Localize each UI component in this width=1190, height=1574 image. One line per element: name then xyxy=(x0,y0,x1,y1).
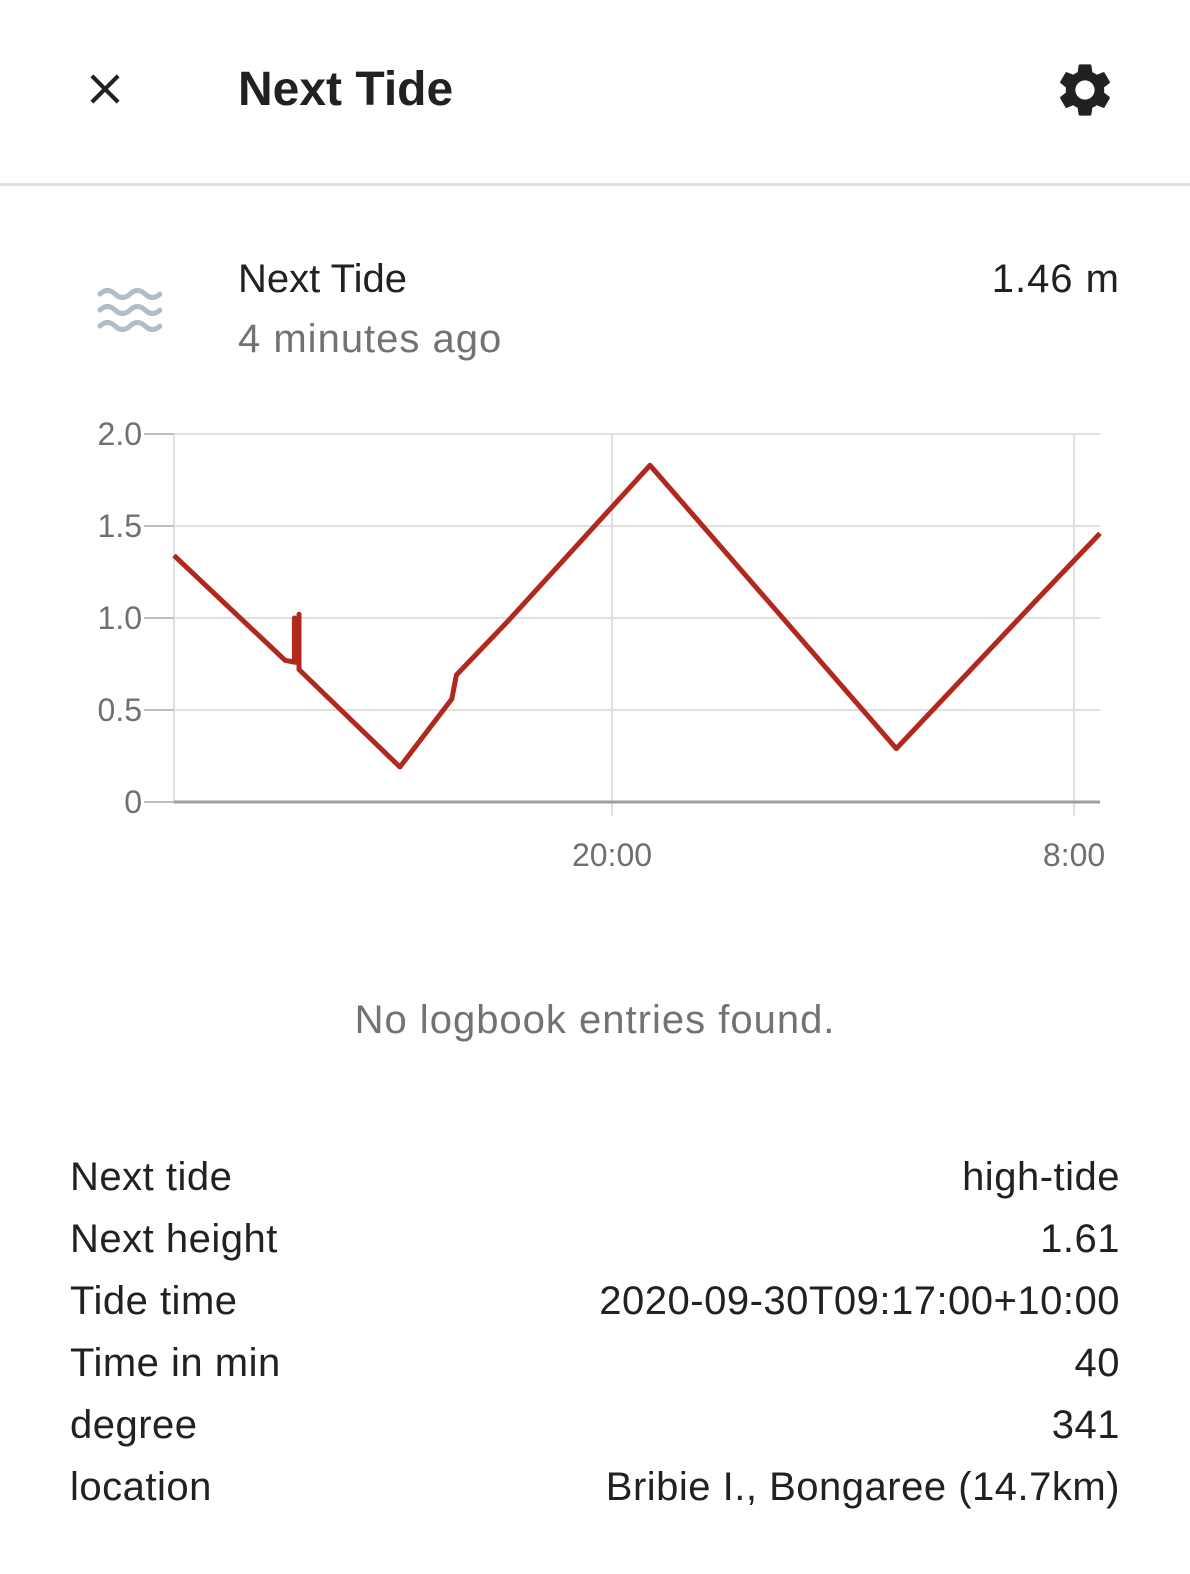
entity-last-changed: 4 minutes ago xyxy=(238,317,503,361)
attribute-value: 341 xyxy=(1051,1403,1120,1447)
attribute-value: 2020-09-30T09:17:00+10:00 xyxy=(599,1279,1120,1323)
entity-name: Next Tide xyxy=(238,257,407,301)
chart-ticks: 2.0 1.5 1.0 0.5 0 20:00 8:00 xyxy=(98,416,1106,873)
dialog-title: Next Tide xyxy=(238,63,454,116)
attribute-row: Tide time 2020-09-30T09:17:00+10:00 xyxy=(70,1270,1120,1332)
chart-grid xyxy=(174,433,1100,816)
attribute-value: 1.61 xyxy=(1040,1217,1120,1261)
settings-button[interactable] xyxy=(1050,55,1120,125)
attributes-list: Next tide high-tide Next height 1.61 Tide ti… xyxy=(70,1146,1120,1518)
attribute-label: location xyxy=(70,1465,212,1509)
chart-series xyxy=(172,462,1102,770)
attribute-label: degree xyxy=(70,1403,198,1447)
attribute-value: Bribie I., Bongaree (14.7km) xyxy=(605,1465,1120,1509)
attribute-value: high-tide xyxy=(962,1155,1120,1199)
gear-icon xyxy=(1060,64,1110,116)
attribute-label: Time in min xyxy=(70,1341,281,1385)
y-tick-label: 2.0 xyxy=(98,416,142,452)
logbook-empty-message: No logbook entries found. xyxy=(354,998,836,1042)
waves-icon xyxy=(97,288,162,332)
y-tick-label: 0.5 xyxy=(98,692,142,728)
x-tick-label: 20:00 xyxy=(572,837,652,873)
x-tick-label: 8:00 xyxy=(1043,837,1105,873)
tide-history-chart[interactable]: 2.0 1.5 1.0 0.5 0 20:00 8:00 xyxy=(0,400,1190,900)
attribute-label: Tide time xyxy=(70,1279,238,1323)
attribute-label: Next height xyxy=(70,1217,278,1261)
attribute-label: Next tide xyxy=(70,1155,233,1199)
close-icon xyxy=(90,74,120,104)
close-button[interactable] xyxy=(72,56,138,122)
attribute-row: Next height 1.61 xyxy=(70,1208,1120,1270)
tide-height-line xyxy=(172,462,1102,770)
attribute-row: Time in min 40 xyxy=(70,1332,1120,1394)
attribute-value: 40 xyxy=(1074,1341,1120,1385)
attribute-row: location Bribie I., Bongaree (14.7km) xyxy=(70,1456,1120,1518)
entity-state[interactable]: 1.46 m xyxy=(991,257,1120,301)
y-tick-label: 1.5 xyxy=(98,508,142,544)
attribute-row: degree 341 xyxy=(70,1394,1120,1456)
dialog-header: Next Tide xyxy=(0,0,1190,186)
attribute-row: Next tide high-tide xyxy=(70,1146,1120,1208)
y-tick-label: 1.0 xyxy=(98,600,142,636)
y-tick-label: 0 xyxy=(124,784,142,820)
